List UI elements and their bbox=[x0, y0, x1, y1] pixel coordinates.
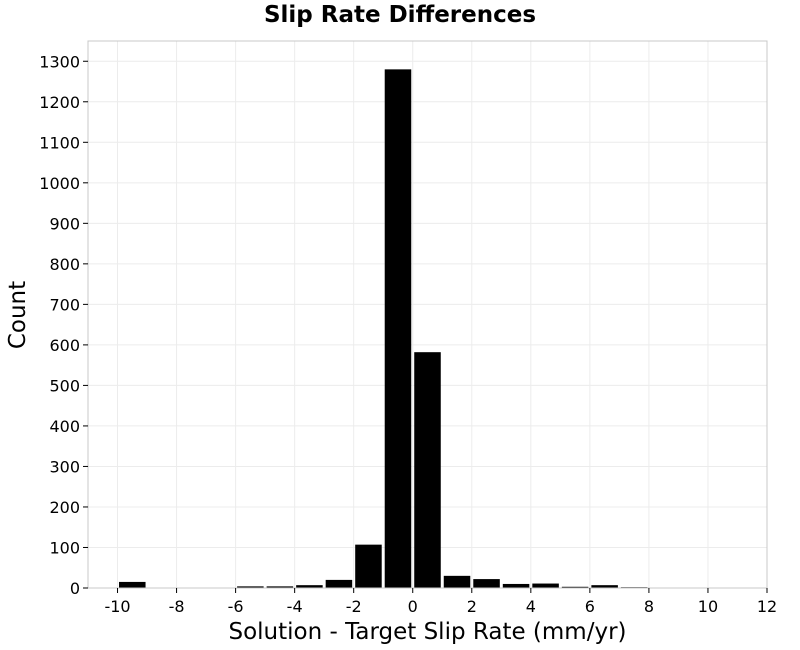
histogram-bar bbox=[414, 352, 441, 588]
y-tick-label: 800 bbox=[49, 255, 80, 274]
y-tick-label: 100 bbox=[49, 538, 80, 557]
histogram-bar bbox=[119, 581, 146, 588]
x-tick-label: -8 bbox=[169, 597, 185, 616]
y-tick-label: 1300 bbox=[39, 52, 80, 71]
y-tick-label: 1200 bbox=[39, 93, 80, 112]
histogram-bar bbox=[473, 579, 500, 588]
x-tick-label: 4 bbox=[526, 597, 536, 616]
y-tick-label: 300 bbox=[49, 457, 80, 476]
x-axis-label: Solution - Target Slip Rate (mm/yr) bbox=[228, 619, 627, 645]
y-tick-label: 1100 bbox=[39, 133, 80, 152]
y-tick-label: 600 bbox=[49, 336, 80, 355]
x-tick-label: 8 bbox=[644, 597, 654, 616]
x-tick-label: -4 bbox=[287, 597, 303, 616]
histogram-bar bbox=[325, 579, 353, 588]
y-tick-label: 900 bbox=[49, 214, 80, 233]
x-tick-label: 10 bbox=[698, 597, 718, 616]
y-tick-label: 700 bbox=[49, 295, 80, 314]
x-tick-label: -10 bbox=[104, 597, 130, 616]
histogram-bar bbox=[561, 586, 589, 588]
histogram-bar bbox=[296, 585, 323, 588]
histogram-bar bbox=[237, 586, 264, 588]
histogram-bar bbox=[266, 586, 294, 588]
x-tick-label: 6 bbox=[585, 597, 595, 616]
x-tick-label: -2 bbox=[346, 597, 362, 616]
x-tick-label: -6 bbox=[228, 597, 244, 616]
histogram-bar bbox=[532, 583, 559, 588]
chart-title: Slip Rate Differences bbox=[263, 2, 537, 28]
y-tick-label: 400 bbox=[49, 417, 80, 436]
x-tick-label: 2 bbox=[467, 597, 477, 616]
histogram-bar bbox=[384, 69, 412, 588]
y-tick-label: 200 bbox=[49, 498, 80, 517]
y-tick-label: 1000 bbox=[39, 174, 80, 193]
plot-frame bbox=[87, 40, 768, 589]
x-tick-label: 12 bbox=[757, 597, 777, 616]
histogram-bar bbox=[591, 585, 618, 588]
y-tick-label: 0 bbox=[70, 579, 80, 598]
x-tick-label: 0 bbox=[408, 597, 418, 616]
histogram-bar bbox=[355, 544, 382, 588]
histogram-bar bbox=[443, 575, 471, 588]
y-tick-label: 500 bbox=[49, 376, 80, 395]
histogram-bar bbox=[502, 583, 530, 588]
y-axis-label: Count bbox=[5, 280, 31, 350]
